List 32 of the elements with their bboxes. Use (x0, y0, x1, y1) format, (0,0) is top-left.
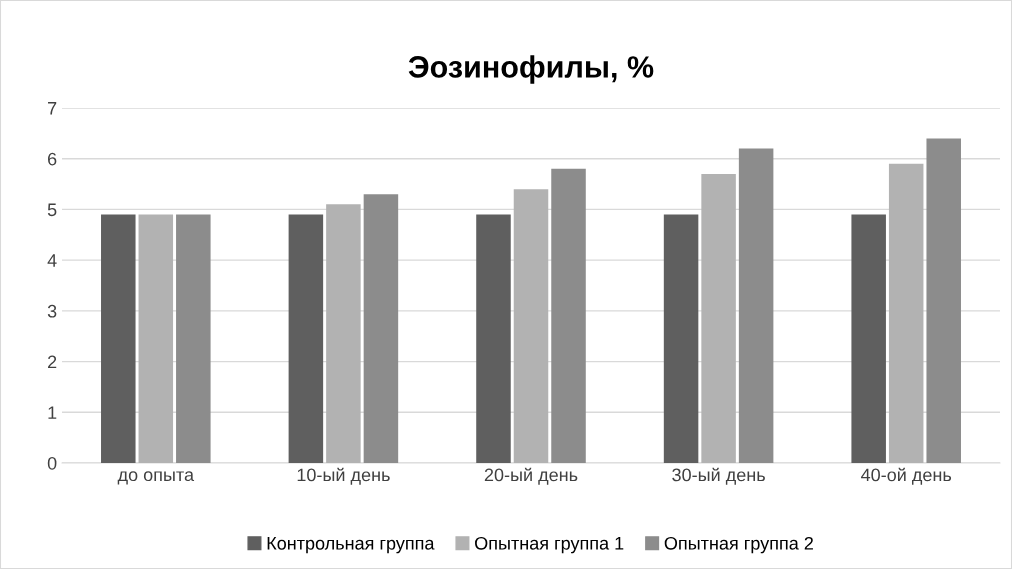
bar (176, 214, 211, 463)
bar (513, 189, 549, 463)
y-tick-label: 1 (48, 406, 57, 419)
bar (138, 214, 174, 463)
y-tick-label: 2 (48, 355, 57, 369)
legend-label: Опытная группа 2 (664, 536, 813, 554)
x-tick-label: до опыта (117, 471, 195, 485)
x-tick-label: 20-ый день (484, 467, 578, 485)
x-tick-label: 40-ой день (861, 467, 952, 485)
bar (851, 214, 886, 463)
x-tick-label: 30-ый день (672, 467, 765, 485)
x-tick-label: 10-ый день (297, 467, 390, 485)
y-tick-label: 6 (48, 152, 57, 166)
bar (476, 214, 511, 463)
legend-label: Контрольная группа (267, 537, 435, 554)
bar (288, 214, 324, 463)
bar (363, 194, 399, 463)
bar (551, 168, 586, 463)
bar (888, 163, 924, 463)
legend-label: Опытная группа 1 (475, 536, 624, 554)
y-tick-label: 4 (47, 254, 57, 267)
bar (738, 148, 774, 463)
y-tick-label: 0 (47, 456, 57, 470)
bar (926, 138, 961, 463)
bar (326, 204, 361, 463)
bar (701, 173, 736, 463)
y-tick-label: 5 (47, 203, 57, 217)
bar (101, 214, 136, 463)
bar (663, 214, 699, 463)
chart-title: Эозинофилы, % (408, 55, 654, 84)
y-tick-label: 3 (47, 304, 57, 318)
y-tick-label: 7 (48, 102, 57, 115)
